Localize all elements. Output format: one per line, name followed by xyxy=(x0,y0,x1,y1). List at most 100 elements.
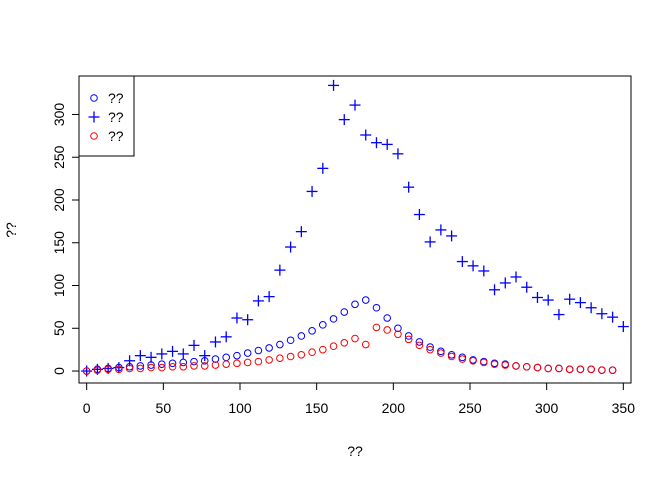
x-tick-label-4: 200 xyxy=(382,400,406,416)
series-2-point-25 xyxy=(351,334,359,343)
series-2-point-15 xyxy=(243,358,252,367)
series-2-point-45 xyxy=(565,365,574,374)
series-0-point-19 xyxy=(286,336,295,345)
series-1-point-28 xyxy=(381,138,393,150)
series-2-point-29 xyxy=(394,330,402,339)
series-2-point-8 xyxy=(168,362,177,371)
legend-box xyxy=(78,75,135,157)
series-2-point-42 xyxy=(533,363,542,372)
series-2-point-41 xyxy=(522,362,531,371)
series-1-point-49 xyxy=(607,311,619,323)
x-tick-label-5: 250 xyxy=(458,400,482,416)
series-2-point-39 xyxy=(501,361,510,369)
series-1-point-12 xyxy=(209,336,221,348)
legend-marker-1 xyxy=(88,111,100,123)
series-0-point-27 xyxy=(372,303,381,312)
series-2-point-27 xyxy=(372,323,381,332)
y-tick-label-1: 50 xyxy=(51,320,67,336)
series-0-point-26 xyxy=(361,296,370,304)
series-1-point-7 xyxy=(156,348,168,360)
series-0-point-30 xyxy=(404,332,413,340)
series-1-point-33 xyxy=(435,224,447,236)
series-2-point-13 xyxy=(222,360,230,368)
y-tick-label-0: 0 xyxy=(51,367,67,375)
series-1-point-6 xyxy=(145,351,157,363)
series-2-point-11 xyxy=(200,362,209,370)
series-2-point-1 xyxy=(93,366,102,374)
series-0-point-25 xyxy=(351,300,359,309)
series-2-point-30 xyxy=(404,335,413,344)
series-1-point-19 xyxy=(285,241,297,253)
series-0-point-16 xyxy=(254,346,263,355)
series-0-point-15 xyxy=(243,349,252,357)
series-1-point-48 xyxy=(596,308,608,320)
series-0-point-31 xyxy=(415,338,424,346)
y-tick-label-2: 100 xyxy=(51,274,67,298)
series-1-point-38 xyxy=(489,284,501,296)
series-2-point-19 xyxy=(286,352,295,361)
series-2 xyxy=(82,323,617,375)
series-2-point-48 xyxy=(598,366,606,374)
series-0 xyxy=(82,296,617,375)
series-1-point-20 xyxy=(295,226,307,238)
series-0-point-14 xyxy=(233,351,241,360)
series-1-point-3 xyxy=(113,362,125,374)
y-tick-label-3: 150 xyxy=(51,231,67,255)
series-2-point-34 xyxy=(447,352,456,361)
series-0-point-28 xyxy=(383,314,392,322)
y-tick-label-5: 250 xyxy=(51,145,67,169)
series-1-point-4 xyxy=(124,355,136,367)
x-tick-label-3: 150 xyxy=(305,400,329,416)
series-2-point-26 xyxy=(361,340,370,349)
series-1-point-40 xyxy=(510,271,522,283)
series-1-point-25 xyxy=(349,99,361,111)
series-1-point-0 xyxy=(81,365,93,377)
series-1-point-22 xyxy=(317,162,329,174)
x-axis: 0 50 100 150 200 250 300 350 xyxy=(83,382,635,416)
series-1-point-34 xyxy=(446,230,458,242)
legend-label-0: ?? xyxy=(108,90,124,106)
series-2-point-46 xyxy=(576,365,585,374)
series-1-point-36 xyxy=(467,260,479,272)
series-1-point-10 xyxy=(188,339,200,351)
series-0-point-29 xyxy=(394,324,402,333)
series-0-point-13 xyxy=(222,353,230,362)
data-points xyxy=(81,79,629,377)
series-2-point-24 xyxy=(340,339,349,347)
legend-label-2: ?? xyxy=(108,128,124,144)
series-2-point-16 xyxy=(254,357,263,366)
series-1 xyxy=(81,79,629,377)
series-1-point-37 xyxy=(478,265,490,277)
series-1-point-9 xyxy=(177,348,189,360)
series-1-point-15 xyxy=(242,314,254,326)
series-1-point-46 xyxy=(574,297,586,309)
series-2-point-40 xyxy=(512,362,520,370)
series-0-point-7 xyxy=(158,360,166,368)
series-2-point-23 xyxy=(329,342,338,351)
series-2-point-10 xyxy=(190,362,198,370)
series-1-point-11 xyxy=(199,350,211,362)
series-1-point-14 xyxy=(231,312,243,324)
series-2-point-31 xyxy=(415,341,424,350)
series-2-point-21 xyxy=(308,348,316,357)
series-2-point-47 xyxy=(587,365,595,374)
series-2-point-35 xyxy=(458,355,467,363)
series-2-point-2 xyxy=(104,365,112,374)
series-2-point-20 xyxy=(297,350,306,359)
series-2-point-37 xyxy=(480,358,488,367)
series-1-point-47 xyxy=(585,302,597,314)
series-1-point-21 xyxy=(306,185,318,197)
series-2-point-4 xyxy=(125,364,134,373)
series-0-point-32 xyxy=(426,343,434,351)
series-2-point-32 xyxy=(426,345,434,354)
series-2-point-38 xyxy=(490,360,499,368)
x-tick-label-6: 300 xyxy=(535,400,559,416)
y-tick-label-4: 200 xyxy=(51,188,67,212)
series-0-point-10 xyxy=(190,357,198,366)
series-1-point-24 xyxy=(338,114,350,126)
series-1-point-30 xyxy=(403,181,415,193)
series-0-point-24 xyxy=(340,308,349,316)
series-1-point-45 xyxy=(564,293,576,305)
series-1-point-42 xyxy=(531,291,543,303)
legend: ?????? xyxy=(78,75,135,157)
